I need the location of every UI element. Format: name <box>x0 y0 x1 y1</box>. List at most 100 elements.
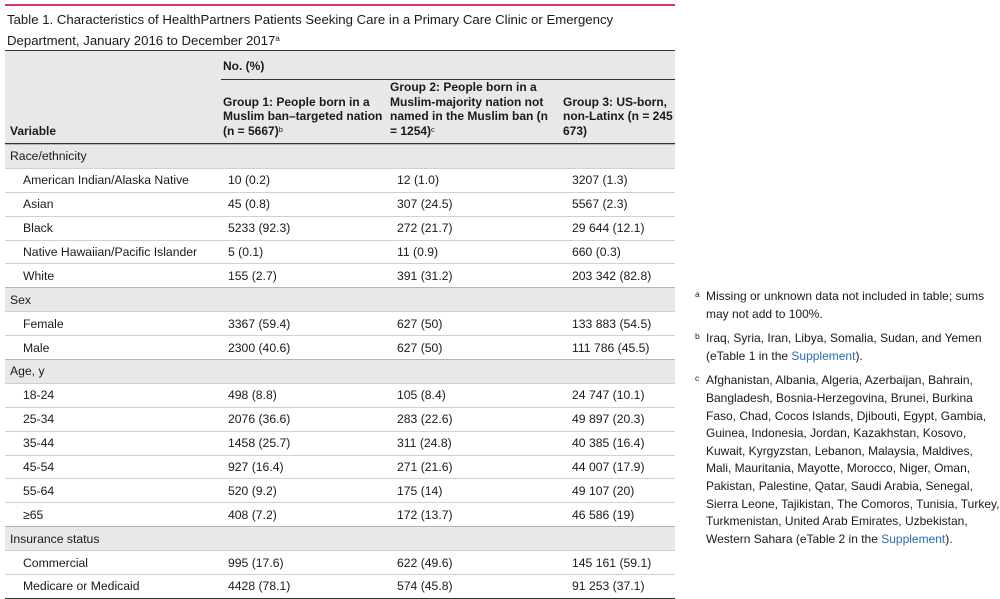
cell-group3: 49 897 (20.3) <box>570 406 675 432</box>
table-row: Male 2300 (40.6) 627 (50) 111 786 (45.5) <box>5 335 675 360</box>
row-label: 18-24 <box>5 382 226 408</box>
cell-group2: 627 (50) <box>395 311 570 336</box>
cell-group3: 5567 (2.3) <box>570 191 675 217</box>
footnote-mark: a <box>695 289 700 299</box>
cell-group3: 111 786 (45.5) <box>570 335 675 360</box>
table-row: Native Hawaiian/Pacific Islander 5 (0.1) 1… <box>5 239 675 264</box>
cell-group3 <box>570 144 675 169</box>
cell-group2: 307 (24.5) <box>395 191 570 217</box>
table-body: Race/ethnicity American Indian/Alaska Nat… <box>5 144 675 599</box>
header-group1: Group 1: People born in a Muslim ban–tar… <box>223 95 383 139</box>
cell-group1: 4428 (78.1) <box>226 574 395 599</box>
row-label: 25-34 <box>5 406 226 432</box>
section-row: Race/ethnicity <box>5 144 675 169</box>
cell-group2: 172 (13.7) <box>395 502 570 527</box>
cell-group3: 24 747 (10.1) <box>570 382 675 408</box>
table-row: 45-54 927 (16.4) 271 (21.6) 44 007 (17.9) <box>5 454 675 479</box>
cell-group1: 5 (0.1) <box>226 239 395 264</box>
table-row: Black 5233 (92.3) 272 (21.7) 29 644 (12.1) <box>5 215 675 241</box>
cell-group3: 3207 (1.3) <box>570 167 675 193</box>
section-label: Insurance status <box>5 526 226 551</box>
cell-group1: 408 (7.2) <box>226 502 395 527</box>
cell-group1: 520 (9.2) <box>226 478 395 503</box>
row-label: 45-54 <box>5 454 226 479</box>
table-row: Female 3367 (59.4) 627 (50) 133 883 (54.5) <box>5 311 675 336</box>
cell-group1: 1458 (25.7) <box>226 430 395 456</box>
section-row: Age, y <box>5 359 675 384</box>
cell-group3: 660 (0.3) <box>570 239 675 264</box>
cell-group2: 105 (8.4) <box>395 382 570 408</box>
footnote-c: c Afghanistan, Albania, Algeria, Azerbai… <box>694 372 1000 548</box>
table-row: 18-24 498 (8.8) 105 (8.4) 24 747 (10.1) <box>5 382 675 408</box>
cell-group3: 145 161 (59.1) <box>570 550 675 575</box>
cell-group2: 175 (14) <box>395 478 570 503</box>
header-group2-mark: c <box>431 124 435 134</box>
row-label: Male <box>5 335 226 360</box>
cell-group3: 40 385 (16.4) <box>570 430 675 456</box>
cell-group1 <box>226 144 395 169</box>
cell-group1: 10 (0.2) <box>226 167 395 193</box>
cell-group3 <box>570 526 675 551</box>
table-row: Asian 45 (0.8) 307 (24.5) 5567 (2.3) <box>5 191 675 217</box>
footnote-tail: ). <box>855 348 863 363</box>
cell-group2 <box>395 144 570 169</box>
row-label: Native Hawaiian/Pacific Islander <box>5 239 226 264</box>
cell-group2: 311 (24.8) <box>395 430 570 456</box>
supplement-link[interactable]: Supplement <box>791 348 856 363</box>
cell-group3 <box>570 359 675 384</box>
cell-group3: 133 883 (54.5) <box>570 311 675 336</box>
cell-group2: 11 (0.9) <box>395 239 570 264</box>
table-title-text: Table 1. Characteristics of HealthPartne… <box>7 12 614 48</box>
cell-group1 <box>226 287 395 312</box>
cell-group2: 271 (21.6) <box>395 454 570 479</box>
cell-group3: 29 644 (12.1) <box>570 215 675 241</box>
cell-group2: 622 (49.6) <box>395 550 570 575</box>
section-label: Age, y <box>5 359 226 384</box>
cell-group1: 2076 (36.6) <box>226 406 395 432</box>
table-row: Medicare or Medicaid 4428 (78.1) 574 (45.8… <box>5 574 675 599</box>
footnote-text: Iraq, Syria, Iran, Libya, Somalia, Sudan… <box>706 331 982 363</box>
table-row: ≥65 408 (7.2) 172 (13.7) 46 586 (19) <box>5 502 675 527</box>
cell-group1: 3367 (59.4) <box>226 311 395 336</box>
row-label: Female <box>5 311 226 336</box>
cell-group1 <box>226 359 395 384</box>
title-footnote-mark: a <box>275 34 280 43</box>
footnote-text: Missing or unknown data not included in … <box>706 289 985 321</box>
row-label: American Indian/Alaska Native <box>5 167 226 193</box>
row-label: 35-44 <box>5 430 226 456</box>
cell-group3: 91 253 (37.1) <box>570 574 675 599</box>
table-row: American Indian/Alaska Native 10 (0.2) 12 … <box>5 167 675 193</box>
table-header: No. (%) Variable Group 1: People born in… <box>5 50 675 144</box>
table-row: 55-64 520 (9.2) 175 (14) 49 107 (20) <box>5 478 675 503</box>
cell-group1: 5233 (92.3) <box>226 215 395 241</box>
header-np-rule <box>221 79 675 80</box>
row-label: 55-64 <box>5 478 226 503</box>
header-group3: Group 3: US-born, non-Latinx (n = 245 67… <box>563 94 673 138</box>
section-label: Race/ethnicity <box>5 144 226 169</box>
supplement-link[interactable]: Supplement <box>881 531 946 546</box>
footnote-mark: c <box>695 373 700 384</box>
cell-group1: 995 (17.6) <box>226 550 395 575</box>
row-label: Asian <box>5 191 226 217</box>
header-group1-mark: b <box>278 124 283 134</box>
footnotes: a Missing or unknown data not included i… <box>694 288 1000 555</box>
footnote-a: a Missing or unknown data not included i… <box>694 288 1000 323</box>
cell-group2: 391 (31.2) <box>395 263 570 288</box>
cell-group2 <box>395 359 570 384</box>
cell-group2: 12 (1.0) <box>395 167 570 193</box>
footnote-mark: b <box>695 331 700 342</box>
section-row: Insurance status <box>5 526 675 551</box>
row-label: Medicare or Medicaid <box>5 574 226 599</box>
table-row: 25-34 2076 (36.6) 283 (22.6) 49 897 (20.3) <box>5 406 675 432</box>
header-group2: Group 2: People born in a Muslim-majorit… <box>390 80 555 138</box>
title-accent-rule <box>5 4 675 6</box>
table-row: Commercial 995 (17.6) 622 (49.6) 145 161 (5… <box>5 550 675 575</box>
row-label: White <box>5 263 226 288</box>
section-label: Sex <box>5 287 226 312</box>
footnote-text: Afghanistan, Albania, Algeria, Azerbaija… <box>706 373 1000 546</box>
footnote-tail: ). <box>945 531 953 546</box>
cell-group3 <box>570 287 675 312</box>
data-table: No. (%) Variable Group 1: People born in… <box>5 50 675 599</box>
cell-group3: 44 007 (17.9) <box>570 454 675 479</box>
row-label: Commercial <box>5 550 226 575</box>
